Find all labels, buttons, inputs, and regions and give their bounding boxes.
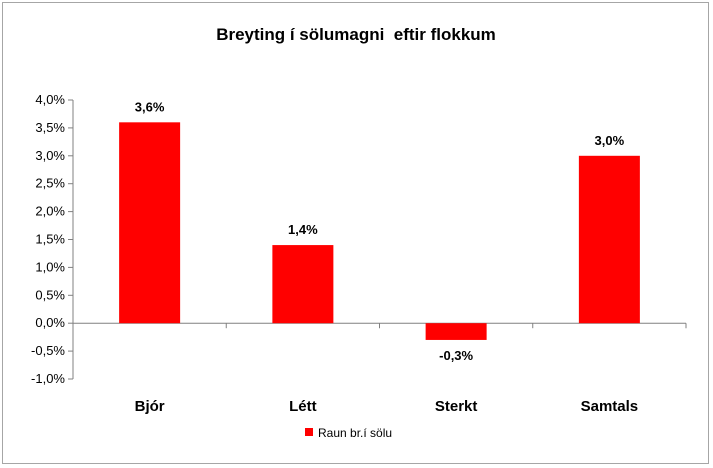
data-label: 3,0% <box>595 133 625 148</box>
data-labels: 3,6% 1,4% -0,3% 3,0% <box>135 99 625 363</box>
bar-series <box>119 122 640 340</box>
category-label: Sterkt <box>435 398 478 415</box>
y-tick-label: 2,0% <box>35 204 65 219</box>
legend: Raun br.í sölu <box>305 426 392 440</box>
category-label: Létt <box>289 398 317 415</box>
legend-swatch-raun <box>305 428 313 436</box>
y-tick-label: -0,5% <box>31 343 65 358</box>
y-tick-label: 0,0% <box>35 315 65 330</box>
data-label: 1,4% <box>288 222 318 237</box>
data-label: -0,3% <box>439 348 473 363</box>
category-labels: Bjór Létt Sterkt Samtals <box>135 398 639 415</box>
bar <box>272 245 334 324</box>
category-label: Samtals <box>581 398 639 415</box>
legend-label-raun: Raun br.í sölu <box>318 426 392 440</box>
y-tick-label: 1,0% <box>35 259 65 274</box>
y-tick-label: 0,5% <box>35 287 65 302</box>
chart-title: Breyting í sölumagni eftir flokkum <box>216 25 496 44</box>
bar <box>119 122 181 324</box>
bar <box>578 155 640 324</box>
y-axis: 4,0% 3,5% 3,0% 2,5% 2,0% 1,5% 1,0% 0,5% 0,0% -0,5… <box>31 92 74 386</box>
x-axis <box>72 322 687 329</box>
y-tick-label: 3,5% <box>35 120 65 135</box>
bar <box>425 323 487 340</box>
data-label: 3,6% <box>135 99 165 114</box>
y-tick-label: 1,5% <box>35 232 65 247</box>
y-tick-label: -1,0% <box>31 371 65 386</box>
y-tick-label: 4,0% <box>35 92 65 107</box>
y-tick-label: 3,0% <box>35 148 65 163</box>
y-tick-label: 2,5% <box>35 176 65 191</box>
category-label: Bjór <box>135 398 165 415</box>
